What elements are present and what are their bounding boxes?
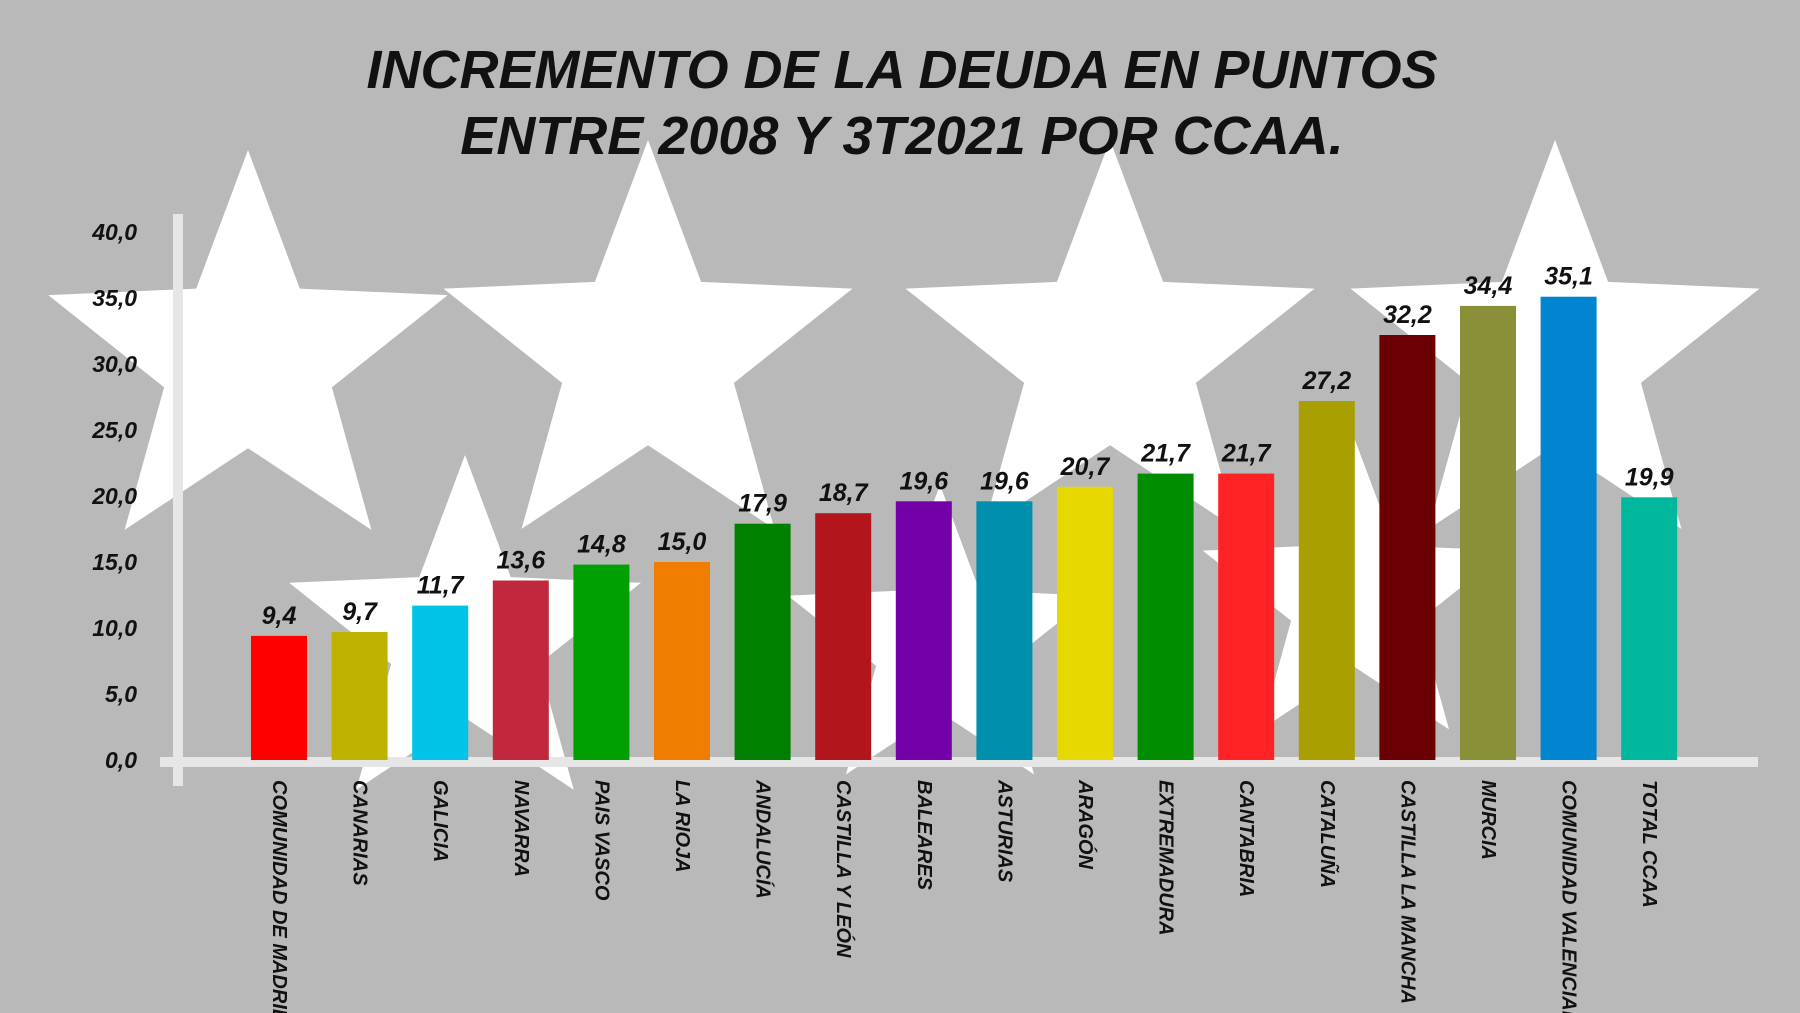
bar: [1137, 473, 1194, 760]
category-label: NAVARRA: [510, 780, 532, 877]
category-label: TOTAL CCAA: [1638, 780, 1660, 908]
value-label: 9,4: [262, 602, 297, 630]
bar: [976, 501, 1033, 760]
x-axis-line: [160, 757, 1758, 767]
category-label: ARAGÓN: [1074, 779, 1098, 869]
category-label: CANTABRIA: [1235, 780, 1257, 897]
value-label: 27,2: [1301, 367, 1351, 395]
category-label: CASTILLA LA MANCHA: [1396, 780, 1418, 1004]
value-label: 11,7: [417, 572, 465, 600]
y-tick-label: 10,0: [92, 615, 137, 641]
y-tick-label: 5,0: [105, 681, 137, 707]
bar: [1298, 401, 1355, 760]
star-icon: [443, 140, 853, 529]
value-label: 19,6: [980, 467, 1030, 495]
value-label: 19,6: [899, 467, 949, 495]
bar: [1218, 473, 1275, 760]
category-label: LA RIOJA: [671, 780, 693, 873]
bar: [251, 635, 307, 760]
chart-axes: [160, 214, 1758, 786]
value-label: 20,7: [1060, 453, 1111, 481]
y-axis-line: [173, 214, 183, 786]
bar: [1057, 486, 1113, 760]
value-label: 35,1: [1544, 263, 1593, 291]
bars: [251, 296, 1678, 760]
chart-title-line-1: INCREMENTO DE LA DEUDA EN PUNTOS: [366, 40, 1437, 100]
category-label: COMUNIDAD VALENCIANA: [1558, 780, 1580, 1013]
category-label: GALICIA: [429, 780, 451, 862]
bar: [1460, 305, 1516, 760]
value-label: 13,6: [496, 547, 546, 575]
bar: [492, 580, 549, 760]
value-label: 18,7: [819, 479, 869, 507]
value-labels: 9,4 9,7 11,7 13,6 14,8 15,0 17,9 18,7 19,6 19,6 20…: [262, 263, 1674, 630]
bar: [815, 513, 872, 760]
bar: [412, 605, 469, 760]
category-label: CANARIAS: [349, 780, 371, 886]
category-label: PAIS VASCO: [590, 780, 612, 901]
y-tick-label: 0,0: [105, 747, 137, 773]
value-label: 21,7: [1140, 440, 1191, 468]
category-labels: COMUNIDAD DE MADRID CANARIAS GALICIA NAVARR…: [268, 779, 1660, 1013]
value-label: 17,9: [738, 490, 787, 518]
bar: [654, 562, 710, 760]
value-label: 15,0: [658, 528, 707, 556]
value-label: 21,7: [1221, 440, 1272, 468]
y-tick-label: 20,0: [91, 483, 137, 509]
y-tick-label: 30,0: [92, 351, 137, 377]
value-label: 19,9: [1625, 463, 1674, 491]
y-tick-label: 40,0: [91, 219, 137, 245]
y-tick-label: 35,0: [92, 285, 137, 311]
category-label: COMUNIDAD DE MADRID: [268, 780, 290, 1013]
category-label: BALEARES: [913, 780, 935, 891]
category-label: CASTILLA Y LEÓN: [832, 780, 856, 958]
star-icon: [48, 150, 448, 530]
star-icon: [905, 140, 1315, 529]
category-label: EXTREMADURA: [1155, 780, 1177, 936]
value-label: 34,4: [1464, 272, 1513, 300]
value-label: 9,7: [342, 598, 378, 626]
bar: [734, 523, 791, 760]
y-tick-label: 25,0: [91, 417, 137, 443]
bar: [573, 564, 630, 760]
star-icon: [1202, 440, 1508, 730]
bar: [1540, 296, 1597, 760]
category-label: MURCIA: [1477, 780, 1499, 860]
value-label: 32,2: [1383, 301, 1432, 329]
category-label: ANDALUCÍA: [752, 779, 775, 899]
value-label: 14,8: [577, 531, 626, 559]
bar: [1621, 497, 1678, 760]
chart-title-line-2: ENTRE 2008 Y 3T2021 POR CCAA.: [460, 106, 1343, 166]
bar: [1379, 335, 1436, 760]
chart-title: INCREMENTO DE LA DEUDA EN PUNTOS ENTRE 2…: [366, 40, 1437, 166]
bar: [895, 501, 952, 760]
y-axis-tick-labels: 0,0 5,0 10,0 15,0 20,0 25,0 30,0 35,0 40,0: [91, 219, 137, 773]
bar: [331, 632, 388, 760]
category-label: ASTURIAS: [993, 779, 1015, 883]
y-tick-label: 15,0: [92, 549, 137, 575]
category-label: CATALUÑA: [1316, 780, 1339, 888]
